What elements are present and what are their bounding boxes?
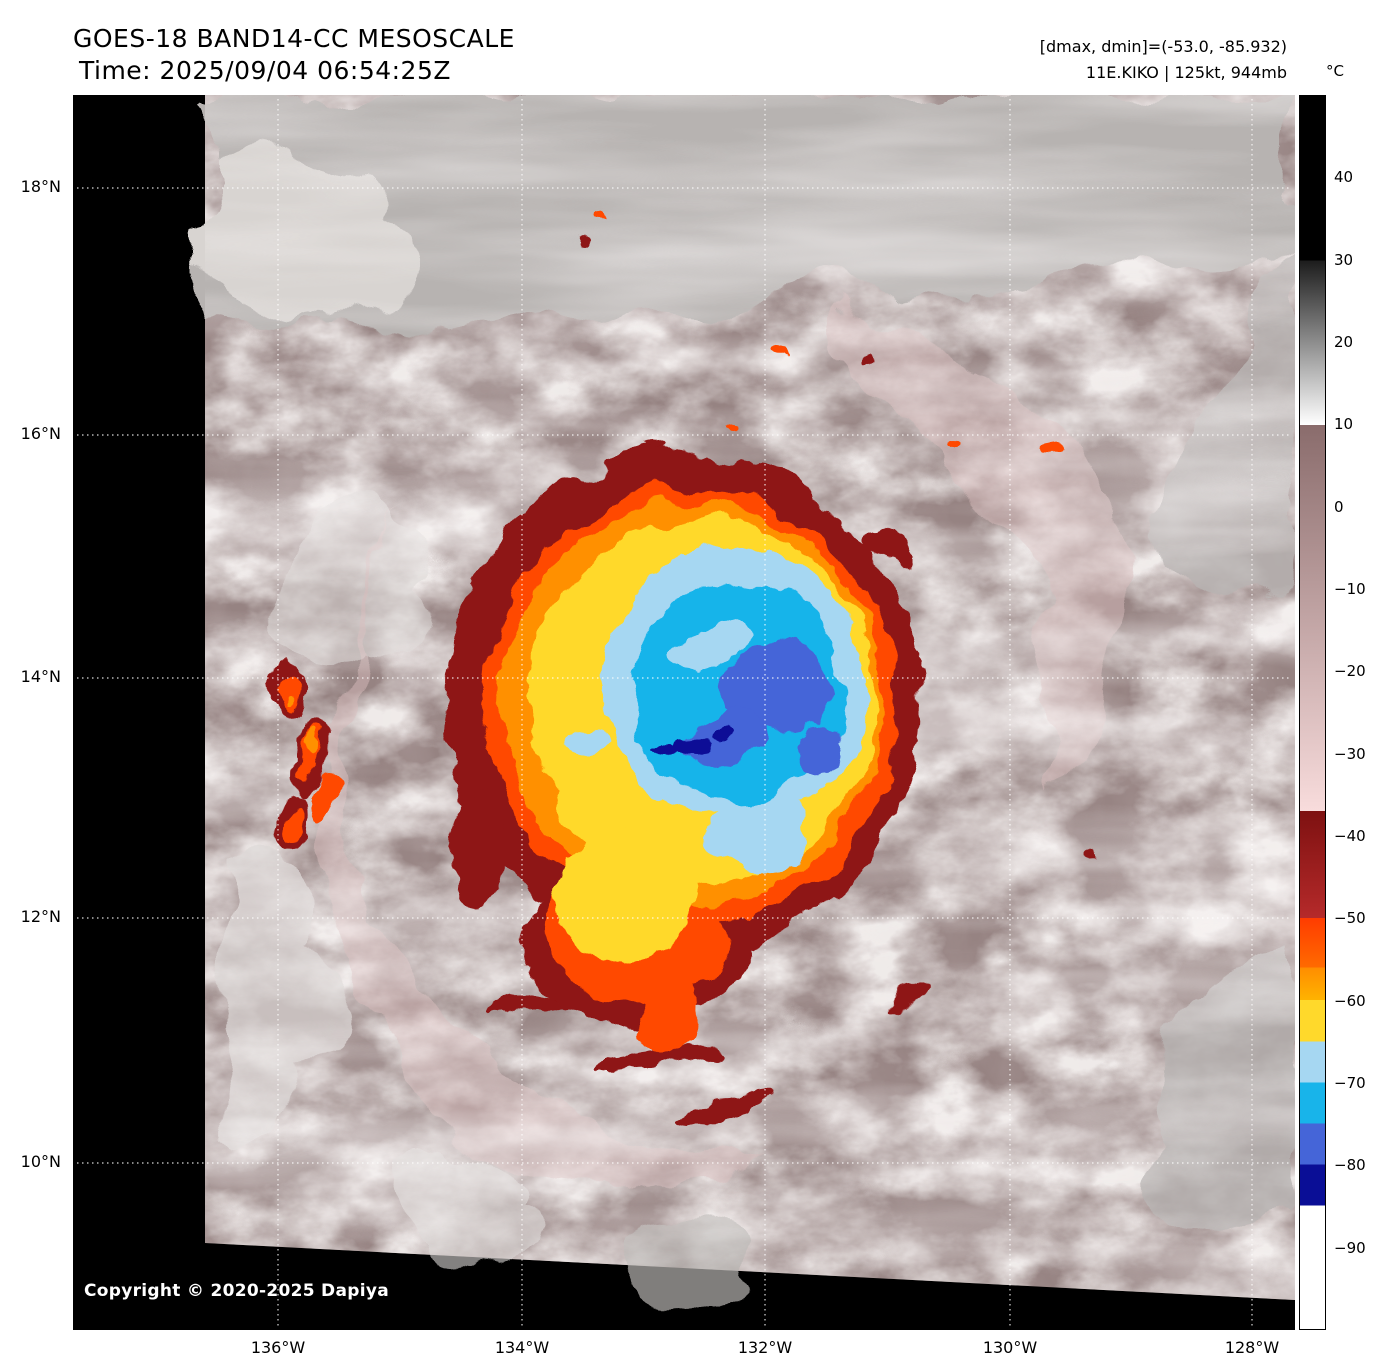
timestamp: Time: 2025/09/04 06:54:25Z: [79, 56, 451, 85]
lon-tick-label: 132°W: [737, 1338, 793, 1357]
colorbar-tick-label: −60: [1334, 991, 1366, 1010]
colorbar-tick-label: −30: [1334, 744, 1366, 763]
lon-tick-label: 128°W: [1224, 1338, 1280, 1357]
colorbar-gradient: [1300, 96, 1325, 1329]
lat-axis: 18°N 16°N 14°N 12°N 10°N: [0, 95, 64, 1330]
colorbar-tick-label: −70: [1334, 1074, 1366, 1092]
colorbar: [1299, 95, 1326, 1330]
colorbar-tick-label: 20: [1334, 333, 1354, 351]
colorbar-tick-label: 30: [1334, 250, 1354, 269]
colorbar-tick-label: 10: [1334, 415, 1354, 434]
hurricane-coldest-tops: [661, 729, 733, 755]
lat-tick-label: 16°N: [20, 424, 61, 443]
colorbar-tick-label: −50: [1334, 909, 1366, 928]
lon-axis: 136°W 134°W 132°W 130°W 128°W: [73, 1338, 1295, 1360]
lat-tick-label: 12°N: [20, 907, 61, 926]
colorbar-tick-labels: 40 30 20 10 0 −10 −20 −30 −40 −50 −60 −70 −80 −90: [1334, 95, 1390, 1330]
colorbar-tick-label: −90: [1334, 1238, 1366, 1257]
colorbar-tick-label: −10: [1334, 580, 1366, 598]
cdo-inner-swirl: [669, 621, 757, 665]
lon-tick-label: 134°W: [494, 1338, 550, 1357]
page-title: GOES-18 BAND14-CC MESOSCALE: [73, 24, 515, 53]
lon-tick-label: 136°W: [250, 1338, 306, 1357]
colorbar-tick-label: −80: [1334, 1156, 1366, 1175]
storm-intensity-readout: 11E.KIKO | 125kt, 944mb: [1085, 63, 1287, 82]
header-info: [dmax, dmin]=(-53.0, -85.932) 11E.KIKO |…: [1040, 34, 1287, 86]
west-convection-patches: [266, 651, 335, 852]
lat-tick-label: 14°N: [20, 667, 61, 686]
dmax-dmin-readout: [dmax, dmin]=(-53.0, -85.932): [1039, 37, 1287, 56]
colorbar-tick-label: −20: [1334, 662, 1366, 681]
lat-tick-label: 10°N: [20, 1152, 61, 1171]
satellite-scene: [73, 95, 1295, 1330]
specks-darkred: [580, 239, 1100, 1009]
copyright-watermark: Copyright © 2020-2025 Dapiya: [84, 1281, 389, 1301]
colorbar-tick-label: 40: [1334, 168, 1354, 187]
specks-orangered: [600, 208, 1060, 458]
colorbar-unit-label: °C: [1326, 62, 1344, 80]
lat-tick-label: 18°N: [20, 177, 61, 196]
convective-specks: [580, 208, 1100, 1009]
colorbar-tick-label: −40: [1334, 827, 1366, 845]
lon-tick-label: 130°W: [982, 1338, 1038, 1357]
central-dense-overcast: [446, 449, 920, 1055]
colorbar-tick-label: 0: [1334, 497, 1344, 516]
west-convection-orange: [287, 691, 318, 757]
satellite-image-panel: [73, 95, 1295, 1330]
